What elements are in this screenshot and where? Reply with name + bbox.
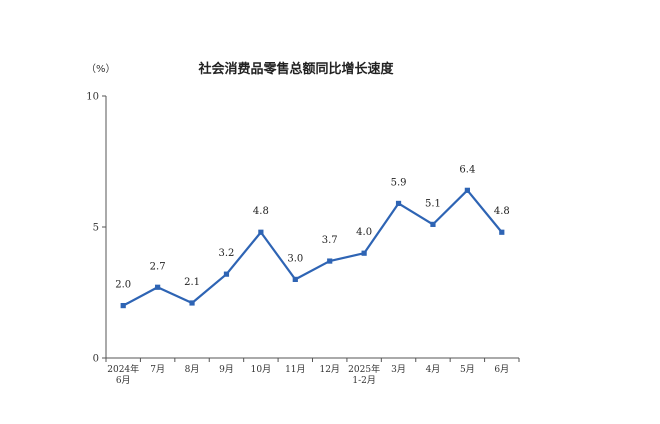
data-label: 6.4 bbox=[459, 164, 475, 175]
x-tick-label: 4月 bbox=[426, 364, 441, 375]
data-label: 5.9 bbox=[391, 177, 407, 188]
x-tick-label: 2025年 1-2月 bbox=[348, 363, 380, 386]
data-label: 4.0 bbox=[356, 227, 372, 238]
y-tick-label: 10 bbox=[86, 92, 99, 103]
y-axis-ticks: 0 5 10 bbox=[86, 92, 106, 365]
x-tick-label: 10月 bbox=[251, 364, 271, 375]
data-point-marker bbox=[499, 229, 505, 235]
data-point-marker bbox=[155, 284, 161, 290]
data-label: 5.1 bbox=[425, 198, 441, 209]
x-tick-label: 12月 bbox=[319, 364, 339, 375]
y-tick-label: 5 bbox=[93, 223, 99, 234]
data-label: 2.7 bbox=[150, 261, 166, 272]
data-point-marker bbox=[327, 258, 333, 264]
x-tick-label: 5月 bbox=[460, 364, 475, 375]
data-label: 4.8 bbox=[253, 206, 269, 217]
data-point-marker bbox=[361, 250, 367, 256]
x-tick-label: 9月 bbox=[219, 364, 234, 375]
data-label: 2.1 bbox=[184, 277, 200, 288]
data-labels: 2.0 2.7 2.1 3.2 4.8 3.0 3.7 4.0 5.9 5.1 6.4 4.8 bbox=[115, 164, 509, 290]
series-markers bbox=[120, 187, 505, 309]
data-label: 4.8 bbox=[494, 206, 510, 217]
data-point-marker bbox=[189, 300, 195, 306]
x-tick-label: 8月 bbox=[185, 364, 200, 375]
data-point-marker bbox=[395, 200, 402, 207]
x-axis-ticks: 2024年 6月 7月 8月 9月 10月 11月 12月 2025年 1-2月 3月 4月 5月 6月 bbox=[105, 358, 520, 386]
data-point-marker bbox=[223, 271, 230, 277]
x-tick-label: 2024年 6月 bbox=[107, 363, 139, 386]
data-label: 3.0 bbox=[287, 253, 303, 264]
series-line bbox=[122, 189, 503, 307]
data-label: 2.0 bbox=[115, 280, 131, 291]
y-tick-label: 0 bbox=[93, 354, 99, 365]
x-tick-label: 3月 bbox=[391, 364, 406, 375]
x-tick-label: 7月 bbox=[150, 364, 165, 375]
data-point-marker bbox=[430, 221, 436, 227]
data-point-marker bbox=[292, 276, 298, 282]
x-tick-label: 11月 bbox=[285, 364, 305, 375]
data-point-marker bbox=[464, 187, 470, 193]
y-axis-unit-label: （%） bbox=[86, 64, 116, 75]
x-tick-label: 6月 bbox=[494, 364, 509, 375]
data-point-marker bbox=[120, 303, 126, 309]
data-point-marker bbox=[258, 229, 264, 235]
chart-title: 社会消费品零售总额同比增长速度 bbox=[198, 62, 394, 77]
chart-axes bbox=[105, 96, 519, 359]
series-line-group bbox=[122, 189, 503, 307]
data-label: 3.2 bbox=[219, 248, 235, 259]
data-label: 3.7 bbox=[322, 235, 338, 246]
